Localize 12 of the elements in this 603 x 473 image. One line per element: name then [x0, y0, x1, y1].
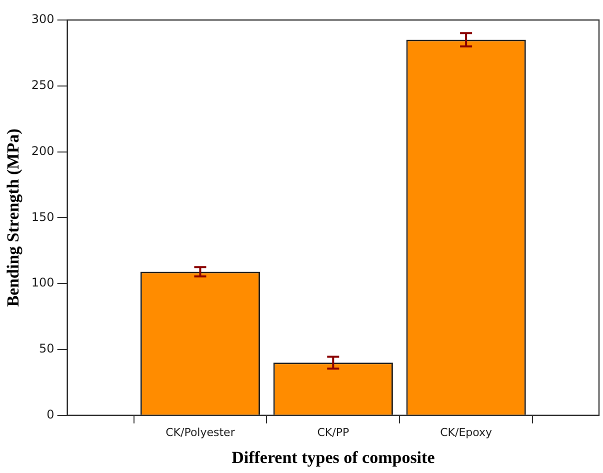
y-tick-label: 0 — [46, 408, 54, 422]
y-tick-label: 150 — [31, 210, 54, 224]
x-tick-label: CK/Polyester — [166, 426, 236, 439]
y-tick-label: 300 — [31, 12, 54, 26]
x-tick-label: CK/PP — [317, 426, 350, 439]
x-axis-title: Different types of composite — [232, 448, 436, 468]
y-axis-title: Bending Strength (MPa) — [4, 128, 23, 307]
y-tick-label: 250 — [31, 78, 54, 92]
y-tick-label: 100 — [31, 276, 54, 290]
y-tick-label: 200 — [31, 144, 54, 158]
y-tick-label: 50 — [39, 342, 54, 356]
x-tick-label: CK/Epoxy — [440, 426, 493, 439]
